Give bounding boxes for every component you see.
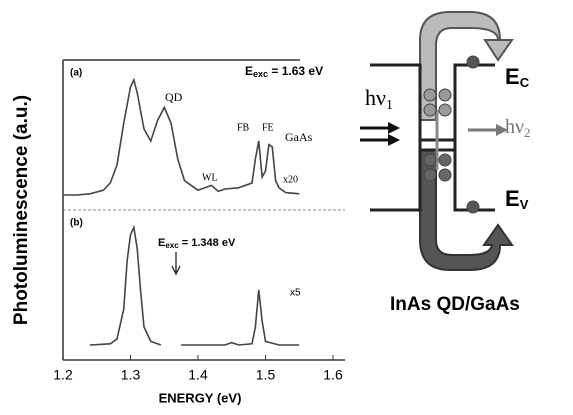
relaxation-arrow [419,149,514,271]
peak-label: FE [262,122,274,133]
band-diagram [360,11,514,271]
excitation-label: hν1 [365,85,393,113]
annotation: Eexc = 1.63 eV [245,64,323,79]
e: E [505,64,520,89]
annotation-rest: = 1.348 eV [179,237,236,249]
e: E [505,186,520,211]
panel-label: (b) [70,218,83,229]
panel-label: (a) [70,68,82,79]
spectra: (a) Eexc = 1.63 eV QD WL FB FE GaAs x20 Photolum… [11,59,345,405]
subscript: 1 [386,98,393,113]
spectrum [89,224,300,346]
arrow-heads [388,122,400,146]
emission-label: hν2 [505,116,531,140]
x-tick-label: 1.6 [323,367,343,383]
caption: InAs QD/GaAs [390,294,520,315]
peak-label: FB [237,122,250,133]
x-tick-label: 1.4 [188,367,208,383]
annotation-rest: = 1.63 eV [268,64,323,78]
arrow-head [496,124,508,136]
electron-dots [423,55,480,214]
pointer [171,252,181,276]
subscript: V [520,197,529,212]
annotation-sub: exc [253,69,268,79]
spectrum [63,77,300,196]
h-nu: hν [365,85,386,110]
y-axis-label: Photoluminescence (a.u.) [11,95,32,325]
x-tick-label: 1.3 [121,367,141,383]
annotation-main: E [158,237,165,249]
h-nu: hν [505,116,524,138]
annotation-sub: exc [165,241,179,250]
ec-label: EC [505,64,530,91]
x-tick-label: 1.5 [256,367,276,383]
x-tick-label: 1.2 [53,367,73,383]
peak-label: x20 [283,174,298,185]
annotation: Eexc = 1.348 eV [158,237,236,250]
peak-label: WL [202,172,218,183]
peak-label: QD [165,90,183,104]
x-axis-label: ENERGY (eV) [159,390,242,405]
peak-label: x5 [290,288,301,299]
annotation-main: E [245,64,253,78]
subscript: C [520,75,530,90]
ev-label: EV [505,186,529,213]
subscript: 2 [524,125,531,140]
peak-label: GaAs [285,130,313,144]
